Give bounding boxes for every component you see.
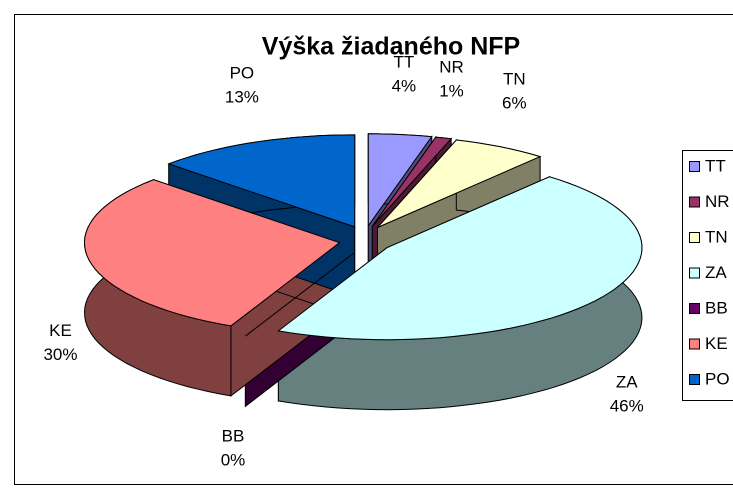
legend-swatch (689, 161, 700, 172)
data-label-name: TN (503, 70, 526, 89)
data-label-name: TT (393, 53, 414, 72)
data-label: 1% (439, 81, 464, 100)
slice (371, 136, 453, 227)
data-label: 6% (502, 94, 527, 113)
legend-label: TN (705, 227, 728, 246)
slice (367, 133, 433, 228)
legend-label: ZA (705, 263, 727, 282)
data-label-name: KE (49, 321, 72, 340)
data-label: 13% (225, 88, 259, 107)
data-label: 4% (392, 77, 417, 96)
data-label: 0% (221, 450, 246, 469)
slice-tops (83, 133, 643, 341)
slice (245, 252, 355, 337)
legend-label: BB (705, 298, 728, 317)
legend-label: PO (705, 369, 730, 388)
legend-swatch (689, 196, 700, 208)
pie (83, 133, 643, 411)
data-label-name: PO (230, 64, 255, 83)
labels: TT 4% NR 1% TN 6% ZA 46% BB 0% KE 30% PO 13% (43, 53, 643, 470)
slice (167, 134, 356, 228)
legend-swatch (689, 303, 700, 314)
data-label-name: BB (222, 426, 245, 445)
legend-swatch (689, 338, 700, 350)
slice (277, 176, 643, 341)
legend-label: KE (705, 334, 728, 353)
data-label: 46% (610, 396, 644, 415)
chart-title: Výška žiadaného NFP (262, 33, 520, 61)
legend-label: TT (705, 156, 726, 175)
legend-swatch (689, 232, 700, 243)
legend: TT NR TN ZA BB KE PO (689, 156, 730, 388)
slice (377, 139, 542, 228)
slice (83, 179, 341, 327)
legend-label: NR (705, 192, 730, 211)
data-label: 30% (43, 345, 77, 364)
legend-swatch (689, 267, 700, 279)
data-label-name: NR (439, 57, 464, 76)
legend-swatch (689, 374, 700, 385)
data-label-name: ZA (616, 372, 638, 391)
